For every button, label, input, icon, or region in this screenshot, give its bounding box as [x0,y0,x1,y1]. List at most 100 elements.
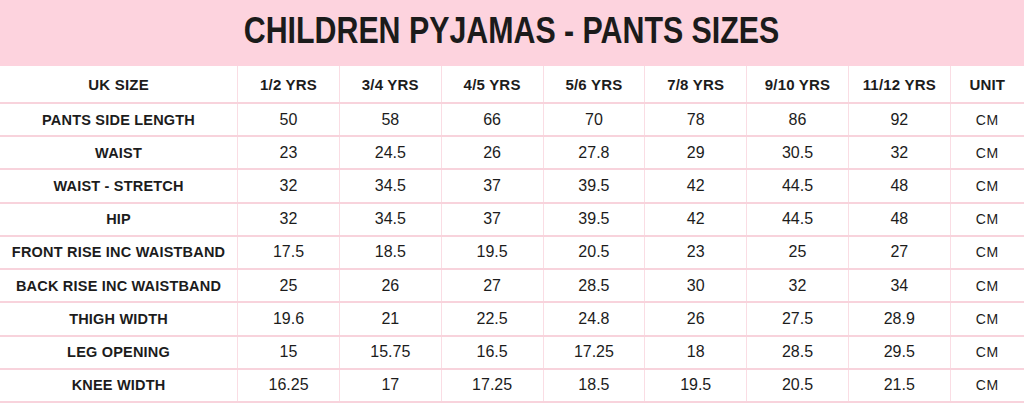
table-row: BACK RISE INC WAISTBAND25262728.5303234C… [0,269,1024,302]
unit-cell: CM [950,269,1024,302]
size-value-cell: 37 [441,203,543,236]
size-value-cell: 22.5 [441,302,543,335]
row-label: WAIST - STRETCH [0,169,238,202]
size-value-cell: 20.5 [747,369,849,402]
unit-cell: CM [950,336,1024,369]
column-header-uk-size: UK SIZE [0,66,238,103]
size-value-cell: 70 [543,103,645,136]
table-row: FRONT RISE INC WAISTBAND17.518.519.520.5… [0,236,1024,269]
table-row: THIGH WIDTH19.62122.524.82627.528.9CM [0,302,1024,335]
table-row: HIP3234.53739.54244.548CM [0,203,1024,236]
column-header-size: 4/5 YRS [441,66,543,103]
size-value-cell: 42 [645,203,747,236]
size-value-cell: 92 [848,103,950,136]
row-label: WAIST [0,136,238,169]
size-value-cell: 28.9 [848,302,950,335]
size-value-cell: 16.25 [238,369,340,402]
size-value-cell: 21.5 [848,369,950,402]
table-row: KNEE WIDTH16.251717.2518.519.520.521.5CM [0,369,1024,402]
size-value-cell: 27 [441,269,543,302]
size-value-cell: 24.8 [543,302,645,335]
size-value-cell: 39.5 [543,203,645,236]
size-value-cell: 48 [848,203,950,236]
size-value-cell: 15.75 [339,336,441,369]
size-value-cell: 17.25 [441,369,543,402]
size-value-cell: 18.5 [543,369,645,402]
size-value-cell: 37 [441,169,543,202]
size-value-cell: 34 [848,269,950,302]
row-label: BACK RISE INC WAISTBAND [0,269,238,302]
size-value-cell: 19.5 [645,369,747,402]
size-value-cell: 26 [645,302,747,335]
row-label: LEG OPENING [0,336,238,369]
size-value-cell: 58 [339,103,441,136]
column-header-size: 5/6 YRS [543,66,645,103]
row-label: HIP [0,203,238,236]
size-value-cell: 16.5 [441,336,543,369]
row-label: KNEE WIDTH [0,369,238,402]
title-banner: CHILDREN PYJAMAS - PANTS SIZES [0,0,1024,66]
size-value-cell: 34.5 [339,203,441,236]
column-header-size: 11/12 YRS [848,66,950,103]
size-value-cell: 18.5 [339,236,441,269]
size-value-cell: 25 [747,236,849,269]
unit-cell: CM [950,136,1024,169]
size-value-cell: 27 [848,236,950,269]
column-header-size: 7/8 YRS [645,66,747,103]
table-row: WAIST2324.52627.82930.532CM [0,136,1024,169]
table-row: WAIST - STRETCH3234.53739.54244.548CM [0,169,1024,202]
size-chart-table: UK SIZE1/2 YRS3/4 YRS4/5 YRS5/6 YRS7/8 Y… [0,66,1024,403]
column-header-size: 9/10 YRS [747,66,849,103]
size-value-cell: 20.5 [543,236,645,269]
size-value-cell: 19.5 [441,236,543,269]
unit-cell: CM [950,103,1024,136]
table-row: LEG OPENING1515.7516.517.251828.529.5CM [0,336,1024,369]
size-value-cell: 19.6 [238,302,340,335]
column-header-unit: UNIT [950,66,1024,103]
size-value-cell: 26 [339,269,441,302]
size-value-cell: 50 [238,103,340,136]
size-value-cell: 32 [238,203,340,236]
size-value-cell: 48 [848,169,950,202]
unit-cell: CM [950,236,1024,269]
size-value-cell: 29 [645,136,747,169]
size-value-cell: 44.5 [747,203,849,236]
size-value-cell: 66 [441,103,543,136]
size-value-cell: 23 [645,236,747,269]
size-value-cell: 42 [645,169,747,202]
column-header-size: 1/2 YRS [238,66,340,103]
size-value-cell: 34.5 [339,169,441,202]
size-value-cell: 21 [339,302,441,335]
size-value-cell: 39.5 [543,169,645,202]
size-value-cell: 17 [339,369,441,402]
size-value-cell: 25 [238,269,340,302]
size-value-cell: 32 [747,269,849,302]
header-row: UK SIZE1/2 YRS3/4 YRS4/5 YRS5/6 YRS7/8 Y… [0,66,1024,103]
size-value-cell: 23 [238,136,340,169]
row-label: THIGH WIDTH [0,302,238,335]
size-value-cell: 32 [848,136,950,169]
size-value-cell: 44.5 [747,169,849,202]
table-row: PANTS SIDE LENGTH50586670788692CM [0,103,1024,136]
size-value-cell: 32 [238,169,340,202]
size-table-body: PANTS SIDE LENGTH50586670788692CMWAIST23… [0,103,1024,402]
size-value-cell: 18 [645,336,747,369]
size-value-cell: 24.5 [339,136,441,169]
size-value-cell: 17.5 [238,236,340,269]
size-value-cell: 78 [645,103,747,136]
size-value-cell: 28.5 [747,336,849,369]
size-value-cell: 27.8 [543,136,645,169]
page-title: CHILDREN PYJAMAS - PANTS SIZES [244,10,779,56]
size-value-cell: 86 [747,103,849,136]
size-table-header: UK SIZE1/2 YRS3/4 YRS4/5 YRS5/6 YRS7/8 Y… [0,66,1024,103]
size-value-cell: 26 [441,136,543,169]
row-label: FRONT RISE INC WAISTBAND [0,236,238,269]
unit-cell: CM [950,302,1024,335]
size-value-cell: 30.5 [747,136,849,169]
size-value-cell: 28.5 [543,269,645,302]
size-value-cell: 29.5 [848,336,950,369]
unit-cell: CM [950,369,1024,402]
column-header-size: 3/4 YRS [339,66,441,103]
unit-cell: CM [950,169,1024,202]
unit-cell: CM [950,203,1024,236]
